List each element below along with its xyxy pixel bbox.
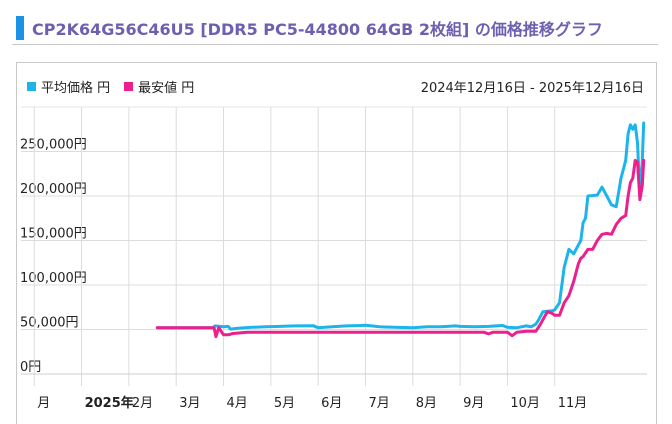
chart-panel: 平均価格 円 最安値 円 2024年12月16日 - 2025年12月16日 0…: [16, 62, 657, 424]
x-tick-label: 10月: [510, 396, 540, 411]
chart-legend: 平均価格 円 最安値 円: [27, 77, 194, 96]
x-tick-label: 月: [37, 396, 50, 411]
title-bar: CP2K64G56C46U5 [DDR5 PC5-44800 64GB 2枚組]…: [12, 10, 658, 45]
legend-item-avg[interactable]: 平均価格 円: [27, 77, 110, 96]
x-tick-label: 3月: [179, 396, 200, 411]
legend-swatch-min: [124, 82, 134, 91]
y-tick-label: 50,000円: [20, 316, 79, 331]
y-tick-label: 250,000円: [20, 138, 87, 153]
x-tick-label: 7月: [368, 396, 389, 411]
date-range-label: 2024年12月16日 - 2025年12月16日: [420, 81, 644, 96]
x-tick-label: 4月: [227, 396, 248, 411]
legend-item-min[interactable]: 最安値 円: [124, 77, 194, 96]
x-tick-label: 8月: [416, 396, 437, 411]
x-tick-label: 9月: [463, 396, 484, 411]
y-tick-label: 100,000円: [20, 271, 87, 286]
page-title: CP2K64G56C46U5 [DDR5 PC5-44800 64GB 2枚組]…: [32, 20, 603, 39]
x-tick-label: 2月: [132, 396, 153, 411]
y-tick-label: 200,000円: [20, 182, 87, 197]
series-line-lowest-price: [155, 158, 646, 339]
x-tick-label: 11月: [558, 396, 588, 411]
legend-label-min: 最安値 円: [138, 81, 195, 96]
y-tick-label: 150,000円: [20, 227, 87, 242]
legend-label-avg: 平均価格 円: [41, 81, 111, 96]
x-tick-label: 6月: [321, 396, 342, 411]
x-tick-label: 2025年: [85, 395, 134, 411]
title-accent-bar: [16, 16, 24, 40]
series-line-average-price: [155, 121, 646, 331]
y-tick-label: 0円: [20, 360, 41, 375]
price-chart-svg: 0円 50,000円 100,000円 150,000円 200,000円 250,000…: [20, 106, 647, 411]
legend-swatch-avg: [27, 82, 36, 91]
x-tick-label: 5月: [274, 396, 295, 411]
